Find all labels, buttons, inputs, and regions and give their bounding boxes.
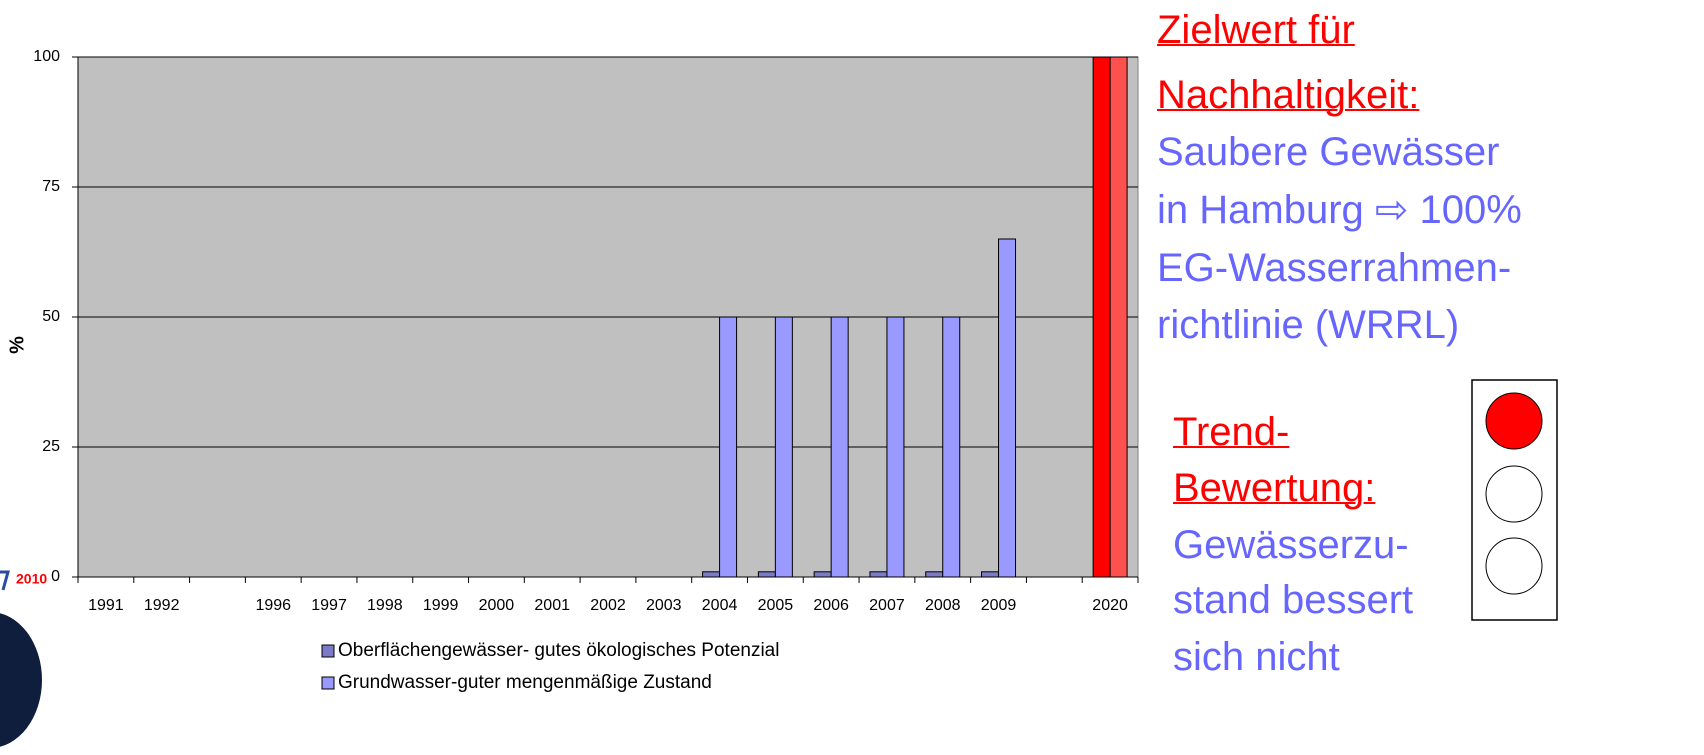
light-yellow	[1485, 465, 1543, 523]
panel-text: Gewässerzu-	[1173, 523, 1409, 567]
panel-text: in Hamburg ⇨ 100%	[1157, 188, 1522, 232]
x-tick-label: 1991	[88, 597, 124, 614]
bar	[886, 316, 905, 578]
panel-text: sich nicht	[1173, 635, 1340, 679]
image-fragment	[0, 570, 10, 591]
x-tick-label: 1992	[144, 597, 180, 614]
x-tick-label: 2004	[702, 597, 738, 614]
x-tick-label: 2006	[813, 597, 849, 614]
bar	[981, 571, 1000, 578]
x-tick-label: 2003	[646, 597, 682, 614]
bar	[830, 316, 849, 578]
image-fragment	[0, 613, 42, 747]
x-tick-label: 2009	[981, 597, 1017, 614]
x-tick-label: 2020	[1092, 597, 1128, 614]
x-tick-label: 1997	[311, 597, 347, 614]
y-tick-label: 25	[42, 438, 60, 455]
legend-swatch	[321, 644, 335, 658]
y-tick-label: 75	[42, 178, 60, 195]
y-tick-label: 100	[33, 48, 60, 65]
bar	[942, 316, 961, 578]
x-tick-label: 1999	[423, 597, 459, 614]
y-tick-label: 0	[51, 568, 60, 585]
legend-label: Oberflächengewässer- gutes ökologisches …	[338, 640, 779, 661]
bar	[869, 571, 888, 578]
light-red	[1485, 392, 1543, 450]
bar	[925, 571, 944, 578]
bar	[702, 571, 721, 578]
bar	[1109, 56, 1128, 578]
panel-heading: Zielwert für	[1157, 8, 1355, 52]
fragment-label: 2010	[16, 571, 47, 587]
x-tick-label: 2002	[590, 597, 626, 614]
y-tick-label: 50	[42, 308, 60, 325]
x-tick-label: 2008	[925, 597, 961, 614]
bar	[719, 316, 738, 578]
panel-heading: Nachhaltigkeit:	[1157, 73, 1420, 117]
panel-text: richtlinie (WRRL)	[1157, 303, 1460, 347]
panel-heading: Trend-	[1173, 410, 1290, 454]
light-green	[1485, 537, 1543, 595]
y-axis-label: %	[6, 336, 28, 354]
panel-text: EG-Wasserrahmen-	[1157, 246, 1512, 290]
x-tick-label: 1996	[255, 597, 291, 614]
panel-text: Saubere Gewässer	[1157, 130, 1500, 174]
traffic-light-frame	[1471, 379, 1558, 621]
bar	[774, 316, 793, 578]
bar	[1092, 56, 1111, 578]
panel-heading: Bewertung:	[1173, 466, 1376, 510]
x-tick-label: 2001	[534, 597, 570, 614]
x-tick-label: 2007	[869, 597, 905, 614]
legend-swatch	[321, 676, 335, 690]
chart: % 2010 0 25 50 75 100 1991 1992 1996 1997 1998 199…	[0, 48, 1139, 747]
panel-text: stand bessert	[1173, 578, 1414, 622]
x-tick-label: 2000	[479, 597, 515, 614]
bar	[998, 238, 1017, 578]
x-tick-label: 2005	[758, 597, 794, 614]
legend-label: Grundwasser-guter mengenmäßige Zustand	[338, 672, 712, 693]
bar	[813, 571, 832, 578]
x-tick-label: 1998	[367, 597, 403, 614]
bar	[757, 571, 776, 578]
